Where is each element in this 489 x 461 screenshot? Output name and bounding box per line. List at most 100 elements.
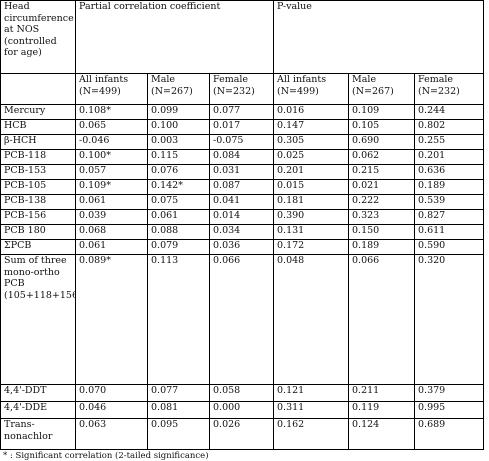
- subheader-cell: All infants (N=499): [273, 73, 350, 105]
- value-cell: 0.690: [348, 134, 416, 150]
- value-cell: 0.189: [348, 239, 416, 255]
- value-cell: 0.041: [208, 194, 275, 210]
- value-cell: 0.590: [414, 239, 485, 255]
- value-cell: 0.095: [147, 418, 210, 450]
- value-cell: 0.611: [414, 224, 485, 240]
- value-cell: 0.636: [414, 164, 485, 180]
- subheader-cell: Male (N=267): [348, 73, 416, 105]
- table-row: Trans-nonachlor 0.063 0.095 0.026 0.162 0.124…: [0, 418, 485, 450]
- table-row: HCB 0.065 0.100 0.017 0.147 0.105 0.802: [0, 119, 485, 135]
- value-cell: 0.039: [75, 209, 148, 225]
- value-cell: 0.034: [208, 224, 275, 240]
- value-cell: 0.061: [75, 239, 148, 255]
- subheader-cell: Male (N=267): [147, 73, 210, 105]
- value-cell: 0.014: [208, 209, 275, 225]
- value-cell: 0.026: [208, 418, 275, 450]
- table-row: PCB-138 0.061 0.075 0.041 0.181 0.222 0.539: [0, 194, 485, 210]
- value-cell: 0.025: [273, 149, 350, 165]
- value-cell: 0.021: [348, 179, 416, 195]
- value-cell: 0.087: [208, 179, 275, 195]
- value-cell: 0.142*: [147, 179, 210, 195]
- value-cell: 0.017: [208, 119, 275, 135]
- value-cell: 0.181: [273, 194, 350, 210]
- value-cell: 0.015: [273, 179, 350, 195]
- value-cell: 0.147: [273, 119, 350, 135]
- value-cell: 0.062: [348, 149, 416, 165]
- value-cell: 0.108*: [75, 104, 148, 120]
- row-label: PCB-105: [0, 179, 76, 195]
- value-cell: 0.201: [414, 149, 485, 165]
- subheader-cell: All infants (N=499): [75, 73, 148, 105]
- value-cell: 0.689: [414, 418, 485, 450]
- value-cell: 0.211: [348, 384, 416, 402]
- value-cell: 0.162: [273, 418, 350, 450]
- row-label: ΣPCB: [0, 239, 76, 255]
- table-body: Mercury 0.108* 0.099 0.077 0.016 0.109 0.244 HC…: [0, 104, 485, 450]
- value-cell: 0.119: [348, 401, 416, 419]
- correlation-table: Head circumference at NOS (controlled fo…: [0, 0, 485, 450]
- value-cell: 0.105: [348, 119, 416, 135]
- value-cell: 0.215: [348, 164, 416, 180]
- value-cell: 0.079: [147, 239, 210, 255]
- value-cell: 0.172: [273, 239, 350, 255]
- value-cell: 0.077: [147, 384, 210, 402]
- value-cell: 0.099: [147, 104, 210, 120]
- value-cell: 0.016: [273, 104, 350, 120]
- value-cell: 0.323: [348, 209, 416, 225]
- value-cell: 0.995: [414, 401, 485, 419]
- value-cell: 0.081: [147, 401, 210, 419]
- value-cell: -0.075: [208, 134, 275, 150]
- value-cell: 0.076: [147, 164, 210, 180]
- value-cell: 0.379: [414, 384, 485, 402]
- row-label: 4,4'-DDE: [0, 401, 76, 419]
- value-cell: 0.150: [348, 224, 416, 240]
- value-cell: 0.068: [75, 224, 148, 240]
- value-cell: 0.121: [273, 384, 350, 402]
- value-cell: 0.066: [208, 254, 275, 385]
- value-cell: 0.089*: [75, 254, 148, 385]
- subheader-cell: Female (N=232): [414, 73, 485, 105]
- value-cell: 0.077: [208, 104, 275, 120]
- table-row: PCB-156 0.039 0.061 0.014 0.390 0.323 0.827: [0, 209, 485, 225]
- value-cell: -0.046: [75, 134, 148, 150]
- value-cell: 0.057: [75, 164, 148, 180]
- value-cell: 0.070: [75, 384, 148, 402]
- value-cell: 0.109*: [75, 179, 148, 195]
- row-label: Mercury: [0, 104, 76, 120]
- value-cell: 0.100: [147, 119, 210, 135]
- row-label: PCB-118: [0, 149, 76, 165]
- value-cell: 0.390: [273, 209, 350, 225]
- value-cell: 0.075: [147, 194, 210, 210]
- value-cell: 0.255: [414, 134, 485, 150]
- table-row: 4,4'-DDE 0.046 0.081 0.000 0.311 0.119 0.995: [0, 401, 485, 419]
- row-label: HCB: [0, 119, 76, 135]
- row-label: Trans-nonachlor: [0, 418, 76, 450]
- value-cell: 0.061: [147, 209, 210, 225]
- value-cell: 0.222: [348, 194, 416, 210]
- value-cell: 0.311: [273, 401, 350, 419]
- table-row: ΣPCB 0.061 0.079 0.036 0.172 0.189 0.590: [0, 239, 485, 255]
- value-cell: 0.003: [147, 134, 210, 150]
- value-cell: 0.189: [414, 179, 485, 195]
- row-label: PCB 180: [0, 224, 76, 240]
- value-cell: 0.201: [273, 164, 350, 180]
- row-label: PCB-156: [0, 209, 76, 225]
- row-label-header: Head circumference at NOS (controlled fo…: [0, 0, 76, 74]
- value-cell: 0.539: [414, 194, 485, 210]
- value-cell: 0.084: [208, 149, 275, 165]
- table-row: PCB 180 0.068 0.088 0.034 0.131 0.150 0.611: [0, 224, 485, 240]
- value-cell: 0.046: [75, 401, 148, 419]
- value-cell: 0.305: [273, 134, 350, 150]
- table-row: Mercury 0.108* 0.099 0.077 0.016 0.109 0.244: [0, 104, 485, 120]
- footnote: * : Significant correlation (2-tailed si…: [3, 451, 209, 461]
- row-label: 4,4'-DDT: [0, 384, 76, 402]
- header-row-1: Head circumference at NOS (controlled fo…: [0, 0, 485, 74]
- group-header-pvalue: P-value: [273, 0, 485, 74]
- value-cell: 0.061: [75, 194, 148, 210]
- value-cell: 0.115: [147, 149, 210, 165]
- value-cell: 0.109: [348, 104, 416, 120]
- value-cell: 0.131: [273, 224, 350, 240]
- table-row: PCB-105 0.109* 0.142* 0.087 0.015 0.021 0.189: [0, 179, 485, 195]
- value-cell: 0.000: [208, 401, 275, 419]
